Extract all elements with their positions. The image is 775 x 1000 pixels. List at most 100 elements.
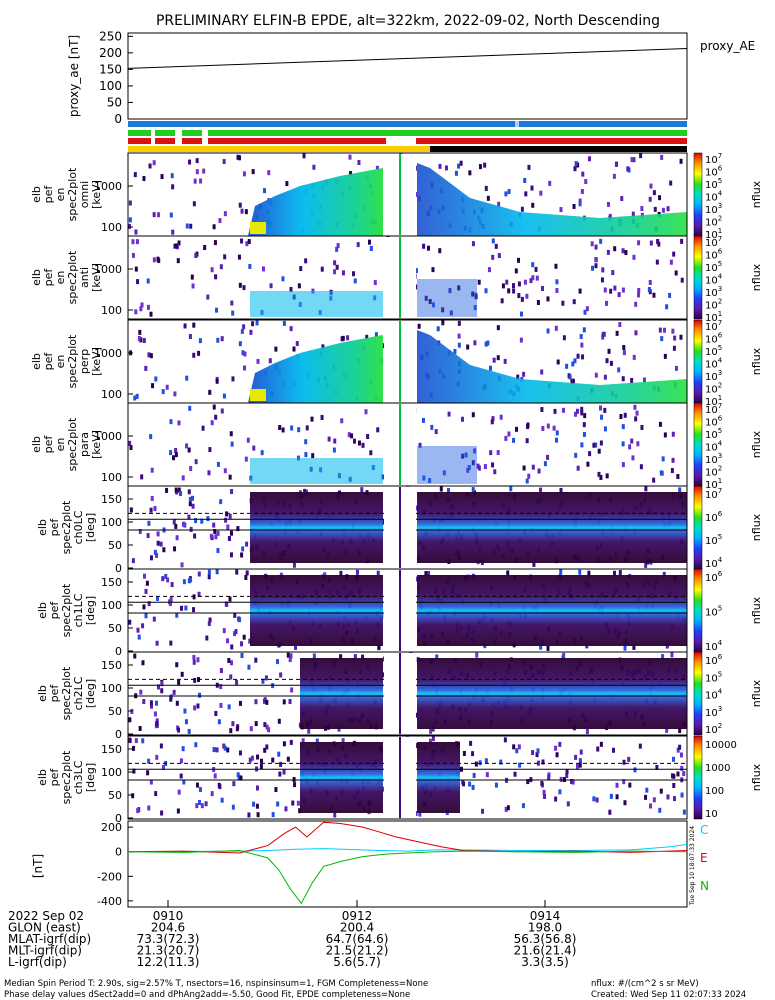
spectrogram-pixel: [375, 165, 379, 171]
spectrogram-pixel: [633, 767, 637, 773]
spectrogram-pixel: [165, 384, 169, 390]
spectrogram-pixel: [504, 435, 508, 441]
spectrogram-pixel: [263, 697, 267, 703]
spectrogram-pixel: [427, 571, 431, 577]
spectrogram-pixel: [414, 811, 418, 817]
spectrogram-pixel: [239, 775, 243, 781]
spectrogram-pixel: [133, 395, 137, 401]
spectrogram-pixel: [368, 239, 372, 245]
spectrogram-pixel: [632, 644, 636, 650]
spectrogram-pixel: [333, 438, 337, 444]
spectrogram-pixel: [652, 797, 656, 803]
spectrogram-pixel: [521, 803, 525, 809]
spectrogram-pixel: [213, 528, 217, 534]
spectrogram-pixel: [648, 196, 652, 202]
spectrogram-pixel: [292, 346, 296, 352]
spectrogram-pixel: [245, 570, 249, 576]
spectrogram-pixel: [601, 331, 605, 337]
spectrogram-pixel: [145, 580, 149, 586]
spectrogram-pixel: [600, 414, 604, 420]
panel-ytick-label: 50: [108, 705, 122, 718]
spectrogram-pixel: [665, 643, 669, 649]
spectrogram-pixel: [159, 743, 163, 749]
spectrogram-pixel: [189, 526, 193, 532]
spectrogram-pixel: [340, 418, 344, 424]
spectrogram-pixel: [229, 552, 233, 558]
spectrogram-pixel: [315, 738, 319, 744]
spectrogram-pixel: [575, 763, 579, 769]
spectrogram-pixel: [492, 357, 496, 363]
colorbar-label: nflux: [750, 513, 763, 541]
spectrogram-pixel: [133, 172, 137, 178]
spectrogram-pixel: [323, 572, 327, 578]
spectrogram-pixel: [644, 562, 648, 568]
spectrogram-pixel: [366, 434, 370, 440]
spectrogram-pixel: [546, 296, 550, 302]
spectrogram-pixel: [128, 717, 132, 723]
spectrogram-pixel: [376, 570, 380, 576]
spectrogram-pixel: [198, 338, 202, 344]
spectrogram-pixel: [198, 692, 202, 698]
spectrogram-pixel: [581, 171, 585, 177]
spectrogram-pixel: [601, 334, 605, 340]
spectrogram-pixel: [531, 262, 535, 268]
spectrogram-pixel: [491, 254, 495, 260]
spectrogram-pixel: [245, 241, 249, 247]
spectrogram-pixel: [599, 474, 603, 480]
spectrogram-pixel: [428, 738, 432, 744]
spectrogram-pixel: [222, 393, 226, 399]
colorbar-label: nflux: [750, 763, 763, 791]
spectrogram-pixel: [304, 439, 308, 445]
spectrogram-pixel: [568, 374, 572, 380]
spectrogram-pixel: [583, 413, 587, 419]
spectrogram-pixel: [185, 443, 189, 449]
proxy-ae-ytick-label: 0: [114, 112, 122, 126]
spectrogram-pixel: [185, 375, 189, 381]
spectrogram-pixel: [181, 746, 185, 752]
spectrogram-pixel: [483, 162, 487, 168]
spectrogram-pixel: [210, 791, 214, 797]
spectrogram-pixel: [196, 703, 200, 709]
spectrogram-pixel: [146, 533, 150, 539]
spectrogram-pixel: [303, 488, 307, 494]
spectrogram-pixel: [477, 465, 481, 471]
spectrogram-pixel: [230, 660, 234, 666]
spectrogram-pixel: [279, 761, 283, 767]
spectrogram-pixel: [251, 169, 255, 175]
x-axis-value: 3.3(3.5): [521, 955, 569, 969]
spectrogram-pixel: [238, 155, 242, 161]
spectrogram-pixel: [555, 752, 559, 758]
spectrogram-pixel: [224, 601, 228, 607]
spectrogram-pixel: [131, 239, 135, 245]
spectrogram-pixel: [414, 191, 418, 197]
spectrogram-pixel: [175, 700, 179, 706]
spectrogram-pixel: [632, 354, 636, 360]
spectrogram-pixel: [524, 191, 528, 197]
spectrogram-pixel: [135, 239, 139, 245]
spectrogram-pixel: [507, 431, 511, 437]
flux-region-left: [248, 335, 383, 403]
spectrogram-pixel: [134, 309, 138, 315]
spectrogram-pixel: [414, 268, 418, 274]
spectrogram-pixel: [141, 623, 145, 629]
spectrogram-pixel: [188, 496, 192, 502]
x-axis-row-label: MLAT-igrf(dip): [8, 932, 91, 946]
data-gap-stripe: [399, 653, 401, 734]
flux-region-right: [417, 163, 687, 236]
spectrogram-pixel: [215, 569, 219, 575]
spectrogram-pixel: [131, 793, 135, 799]
spectrogram-pixel: [259, 763, 263, 769]
spectrogram-pixel: [441, 307, 445, 313]
footer-line1-left: Median Spin Period T: 2.90s, sig=2.57% T…: [4, 979, 428, 989]
spectrogram-pixel: [180, 562, 184, 568]
x-axis-row-label: GLON (east): [8, 921, 81, 935]
spectrogram-pixel: [631, 455, 635, 461]
colorbar: [693, 319, 703, 404]
spectrogram-pixel: [574, 411, 578, 417]
panel-ytick-label: 100: [101, 766, 122, 779]
spectrogram-pixel: [447, 411, 451, 417]
spectrogram-pixel: [332, 447, 336, 453]
spectrogram-pixel: [630, 157, 634, 163]
spectrogram-pixel: [457, 320, 461, 326]
spectrogram-pixel: [255, 785, 259, 791]
